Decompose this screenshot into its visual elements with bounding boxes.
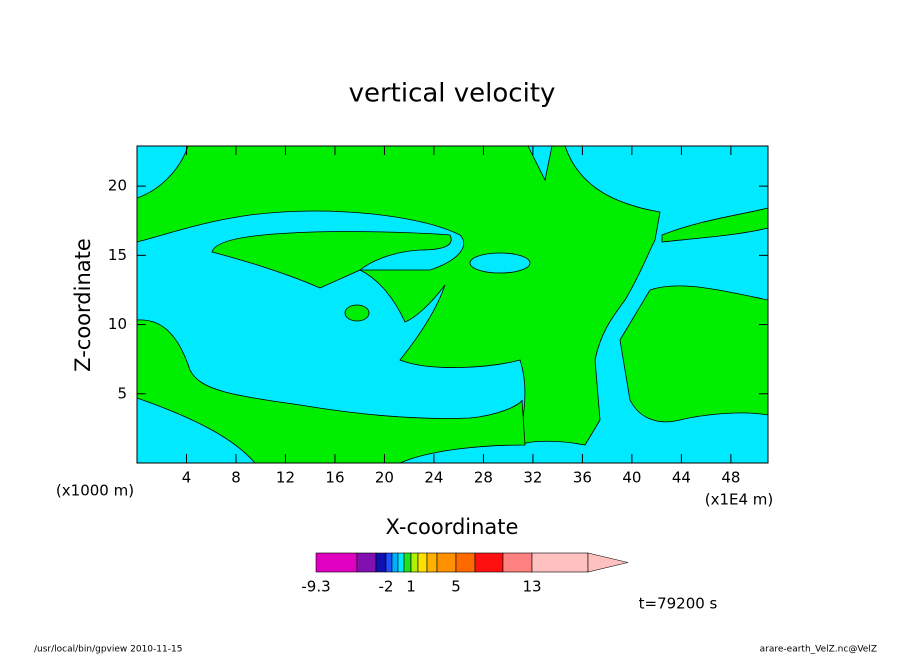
y-tick-label: 10 <box>108 315 127 333</box>
field-region <box>469 252 531 274</box>
colorbar-segment <box>455 552 476 573</box>
plot-frame <box>136 145 769 464</box>
x-tick-label: 4 <box>182 469 192 487</box>
colorbar-segment <box>397 552 405 573</box>
colorbar-segment <box>410 552 419 573</box>
footer-right: arare-earth_VelZ.nc@VelZ <box>760 645 877 654</box>
y-tick-label: 5 <box>117 384 127 402</box>
colorbar-tick-label: 1 <box>406 578 416 596</box>
x-tick-label: 32 <box>523 469 542 487</box>
y-tick-label: 15 <box>108 246 127 264</box>
colorbar-segment <box>356 552 377 573</box>
x-tick-label: 48 <box>721 469 740 487</box>
x-tick-label: 28 <box>474 469 493 487</box>
x-tick-label: 36 <box>573 469 592 487</box>
field-region <box>211 231 452 289</box>
x-unit-label: (x1000 m) <box>56 482 134 500</box>
field-region <box>619 285 769 423</box>
time-label: t=79200 s <box>639 595 718 613</box>
colorbar-segment <box>417 552 428 573</box>
colorbar-segment <box>531 552 589 573</box>
x-tick-label: 24 <box>424 469 443 487</box>
colorbar-segment <box>436 552 457 573</box>
x-tick-label: 44 <box>672 469 691 487</box>
colorbar-segment <box>403 552 412 573</box>
colorbar-tick-label: 13 <box>522 578 541 596</box>
colorbar-segment <box>385 552 393 573</box>
x-tick-label: 12 <box>276 469 295 487</box>
x-axis-label: X-coordinate <box>386 515 519 539</box>
colorbar-segment <box>391 552 399 573</box>
x-unit-label: (x1E4 m) <box>705 491 774 509</box>
field-region <box>136 145 661 446</box>
y-axis-label: Z-coordinate <box>71 238 95 372</box>
y-tick-label: 20 <box>108 177 127 195</box>
colorbar-tick-label: -9.3 <box>301 578 330 596</box>
x-tick-label: 40 <box>622 469 641 487</box>
plot-area <box>136 145 769 464</box>
chart-title: vertical velocity <box>349 79 556 109</box>
colorbar-extension <box>587 552 629 573</box>
colorbar-segment <box>474 552 504 573</box>
colorbar-segment <box>315 552 358 573</box>
colorbar-tick-label: 5 <box>451 578 461 596</box>
field-region <box>344 304 370 322</box>
colorbar-tick-label: -2 <box>379 578 394 596</box>
x-tick-label: 20 <box>375 469 394 487</box>
colorbar-segment <box>502 552 533 573</box>
field-region <box>136 319 526 464</box>
footer-left: /usr/local/bin/gpview 2010-11-15 <box>34 645 182 654</box>
x-tick-label: 16 <box>325 469 344 487</box>
colorbar-segment <box>375 552 387 573</box>
x-tick-label: 8 <box>231 469 241 487</box>
colorbar-segment <box>426 552 438 573</box>
